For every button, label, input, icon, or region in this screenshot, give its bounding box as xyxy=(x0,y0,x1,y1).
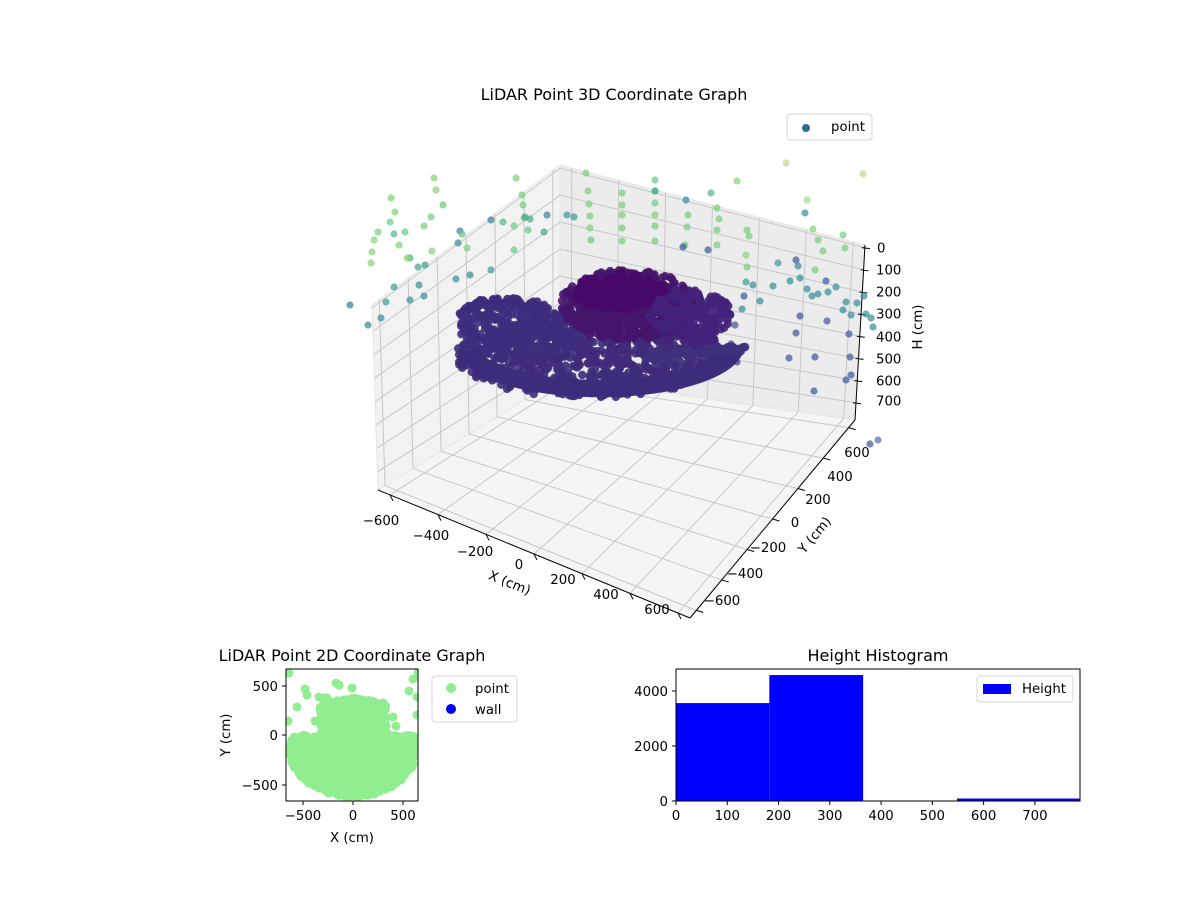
legend-marker-point xyxy=(446,683,456,693)
histogram-y-tick: 2000 xyxy=(634,740,668,755)
z-tick-3d: 600 xyxy=(876,375,901,390)
legend-swatch-height xyxy=(983,684,1011,694)
scatter-points-3d xyxy=(346,159,882,448)
y-axis-label: Y (cm) xyxy=(795,514,835,557)
y-tick-3d: −200 xyxy=(750,541,787,556)
legend-3d: point xyxy=(786,113,873,141)
z-tick-3d: 300 xyxy=(876,308,901,323)
histogram-y-tick: 4000 xyxy=(634,685,668,700)
x-tick-3d: −200 xyxy=(457,545,494,560)
z-tick-3d: 500 xyxy=(876,353,901,368)
x-axis-label-2d: X (cm) xyxy=(330,831,374,846)
z-tick-3d: 200 xyxy=(876,286,901,301)
plot-3d-title: LiDAR Point 3D Coordinate Graph xyxy=(481,85,748,104)
histogram-ticks: 0 100 200 300 400 500 600 700 0 2000 4000 xyxy=(634,685,1047,824)
histogram-bars xyxy=(676,675,1080,801)
x-tick-3d: 0 xyxy=(515,558,523,573)
legend-label-wall: wall xyxy=(475,703,501,718)
z-tick-3d: 400 xyxy=(876,331,901,346)
histogram-x-tick: 100 xyxy=(715,809,740,824)
y-tick-2d: 500 xyxy=(253,680,278,695)
y-tick-3d: 200 xyxy=(805,493,830,508)
legend-histogram: Height xyxy=(976,675,1074,703)
z-tick-3d: 700 xyxy=(876,395,901,410)
y-tick-2d: −500 xyxy=(241,779,278,794)
z-tick-3d: 100 xyxy=(876,264,901,279)
z-axis-line xyxy=(854,244,866,421)
y-axis-label-2d: Y (cm) xyxy=(219,714,234,758)
scatter-points-2d xyxy=(286,669,418,801)
y-tick-3d: −600 xyxy=(704,594,741,609)
plot-3d: LiDAR Point 3D Coordinate Graph −600−600… xyxy=(346,85,926,620)
plot-histogram: Height Histogram 0 100 200 300 400 500 600 7000… xyxy=(634,646,1081,824)
histogram-x-tick: 700 xyxy=(1022,809,1047,824)
histogram-x-tick: 500 xyxy=(920,809,945,824)
histogram-x-tick: 0 xyxy=(672,809,680,824)
x-tick-3d: 600 xyxy=(644,603,669,618)
histogram-x-tick: 300 xyxy=(817,809,842,824)
histogram-x-tick: 400 xyxy=(868,809,893,824)
y-tick-3d: 600 xyxy=(844,446,869,461)
histogram-bar xyxy=(769,675,864,801)
histogram-x-tick: 200 xyxy=(766,809,791,824)
legend-label-point: point xyxy=(831,120,865,135)
x-tick-2d: 500 xyxy=(390,809,415,824)
plot-2d: LiDAR Point 2D Coordinate Graph −500 0 5… xyxy=(219,646,518,846)
x-tick-3d: −600 xyxy=(363,514,400,529)
x-axis-label: X (cm) xyxy=(486,569,532,599)
x-tick-2d: −500 xyxy=(285,809,322,824)
legend-label-height: Height xyxy=(1022,682,1066,697)
legend-2d: point wall xyxy=(431,675,518,723)
y-tick-3d: −400 xyxy=(727,567,764,582)
z-tick-3d: 0 xyxy=(877,242,885,257)
histogram-bar xyxy=(956,798,1080,801)
tick-labels-3d: −600 −600 −400 −400 −200 −200 0 0 200 200 400 400 60… xyxy=(363,242,902,619)
legend-label-point: point xyxy=(475,682,509,697)
histogram-x-tick: 600 xyxy=(971,809,996,824)
legend-marker-wall xyxy=(446,704,456,714)
y-tick-3d: 400 xyxy=(827,470,852,485)
histogram-bar xyxy=(676,703,770,801)
z-axis-label: H (cm) xyxy=(911,305,926,350)
histogram-title: Height Histogram xyxy=(808,646,949,665)
histogram-frame xyxy=(675,668,1081,802)
y-tick-2d: 0 xyxy=(270,729,278,744)
legend-marker-point xyxy=(802,124,810,132)
histogram-y-tick: 0 xyxy=(660,795,668,810)
plot-2d-title: LiDAR Point 2D Coordinate Graph xyxy=(219,646,486,665)
y-tick-3d: 0 xyxy=(791,516,799,531)
ticks-3d xyxy=(389,247,870,620)
x-tick-2d: 0 xyxy=(349,809,357,824)
x-tick-3d: 200 xyxy=(550,573,575,588)
x-tick-3d: 400 xyxy=(593,588,618,603)
x-tick-3d: −400 xyxy=(413,529,450,544)
